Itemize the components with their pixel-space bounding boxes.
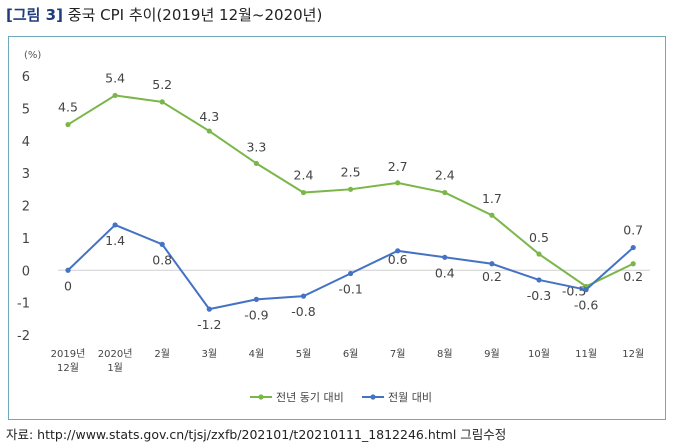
data-label: 3.3 [246,139,266,154]
data-point [348,270,354,277]
data-label: 0.6 [388,252,408,267]
data-label: -0.3 [527,288,551,303]
data-point [112,222,118,228]
source-note: 자료: http://www.stats.gov.cn/tjsj/zxfb/20… [6,427,507,442]
data-point [489,212,495,218]
data-point [206,306,212,312]
data-label: 5.4 [105,70,125,85]
y-tick-label: 4 [22,135,30,150]
data-point [300,189,307,196]
data-point [112,92,118,99]
y-unit-label: (%) [24,50,41,61]
data-label: 2.5 [341,164,361,179]
y-tick-label: 0 [22,264,30,279]
x-tick-label: 2019년 [51,348,86,360]
data-label: 2.4 [294,168,314,183]
data-label: 1.4 [105,233,125,248]
data-point [583,287,589,293]
data-label: -0.8 [291,304,315,319]
data-point [253,296,259,302]
x-tick-label: 11월 [575,348,597,360]
data-point [536,251,542,257]
data-label: 0.4 [435,265,455,280]
y-tick-label: -1 [17,297,30,312]
data-point [489,261,495,267]
data-label: 5.2 [152,77,172,92]
data-point [65,267,71,273]
data-point [395,248,401,254]
data-point [442,254,448,260]
data-label: 2.7 [388,159,408,174]
x-tick-label: 12월 [622,348,644,360]
y-tick-label: 2 [22,200,30,215]
x-tick-label: 2월 [154,348,170,360]
data-label: 0.2 [623,269,643,284]
x-tick-label: 4월 [249,348,265,360]
legend-swatch-marker [258,394,264,400]
data-label: 1.7 [482,191,502,206]
data-point [442,189,448,196]
data-label: -0.6 [574,298,598,313]
figure-title-text: 중국 CPI 추이(2019년 12월~2020년) [67,6,323,24]
data-label: 0.2 [482,269,502,284]
data-point [206,128,212,134]
data-point [253,160,259,167]
legend-swatch-marker [370,394,376,400]
data-point [630,261,636,267]
y-tick-label: 5 [22,102,30,117]
data-point [536,277,542,283]
x-tick-label: 6월 [343,348,359,360]
y-tick-label: 1 [22,232,30,247]
data-label: 0.5 [529,230,549,245]
y-tick-label: -2 [17,329,30,344]
legend-label: 전년 동기 대비 [276,391,344,404]
x-tick-label: 2020년 [98,348,133,360]
x-tick-label: 8월 [437,348,453,360]
data-point [65,121,71,128]
data-label: 0 [64,278,72,293]
x-tick-label: 1월 [107,362,123,374]
chart-frame [8,36,666,420]
figure-number: [그림 3] [6,6,63,24]
data-label: -1.2 [197,317,221,332]
data-label: 4.5 [58,100,78,115]
x-tick-label: 7월 [390,348,406,360]
x-tick-label: 9월 [484,348,500,360]
data-label: -0.9 [244,307,268,322]
x-tick-label: 10월 [528,348,550,360]
data-point [300,293,307,299]
data-point [159,99,165,105]
data-point [348,186,354,192]
data-label: -0.1 [338,281,362,296]
figure-title: [그림 3] 중국 CPI 추이(2019년 12월~2020년) [6,4,322,26]
data-point [630,244,636,251]
data-label: 0.7 [623,223,643,238]
y-tick-label: 3 [22,167,30,182]
x-tick-label: 12월 [57,362,79,374]
legend-label: 전월 대비 [388,391,432,404]
x-tick-label: 3월 [202,348,218,360]
data-label: 4.3 [199,109,219,124]
y-tick-label: 6 [22,70,30,85]
x-tick-label: 5월 [296,348,312,360]
cpi-line-chart: (%) -2 -1 0 1 2 3 4 5 6 2019년 12월 2020년 1월 2월 3월 4월 5월 6월 7… [17,50,650,404]
data-point [159,241,165,247]
data-point [395,180,401,186]
data-label: 2.4 [435,168,455,183]
data-label: -0.5 [562,283,586,298]
data-label: 0.8 [152,252,172,267]
